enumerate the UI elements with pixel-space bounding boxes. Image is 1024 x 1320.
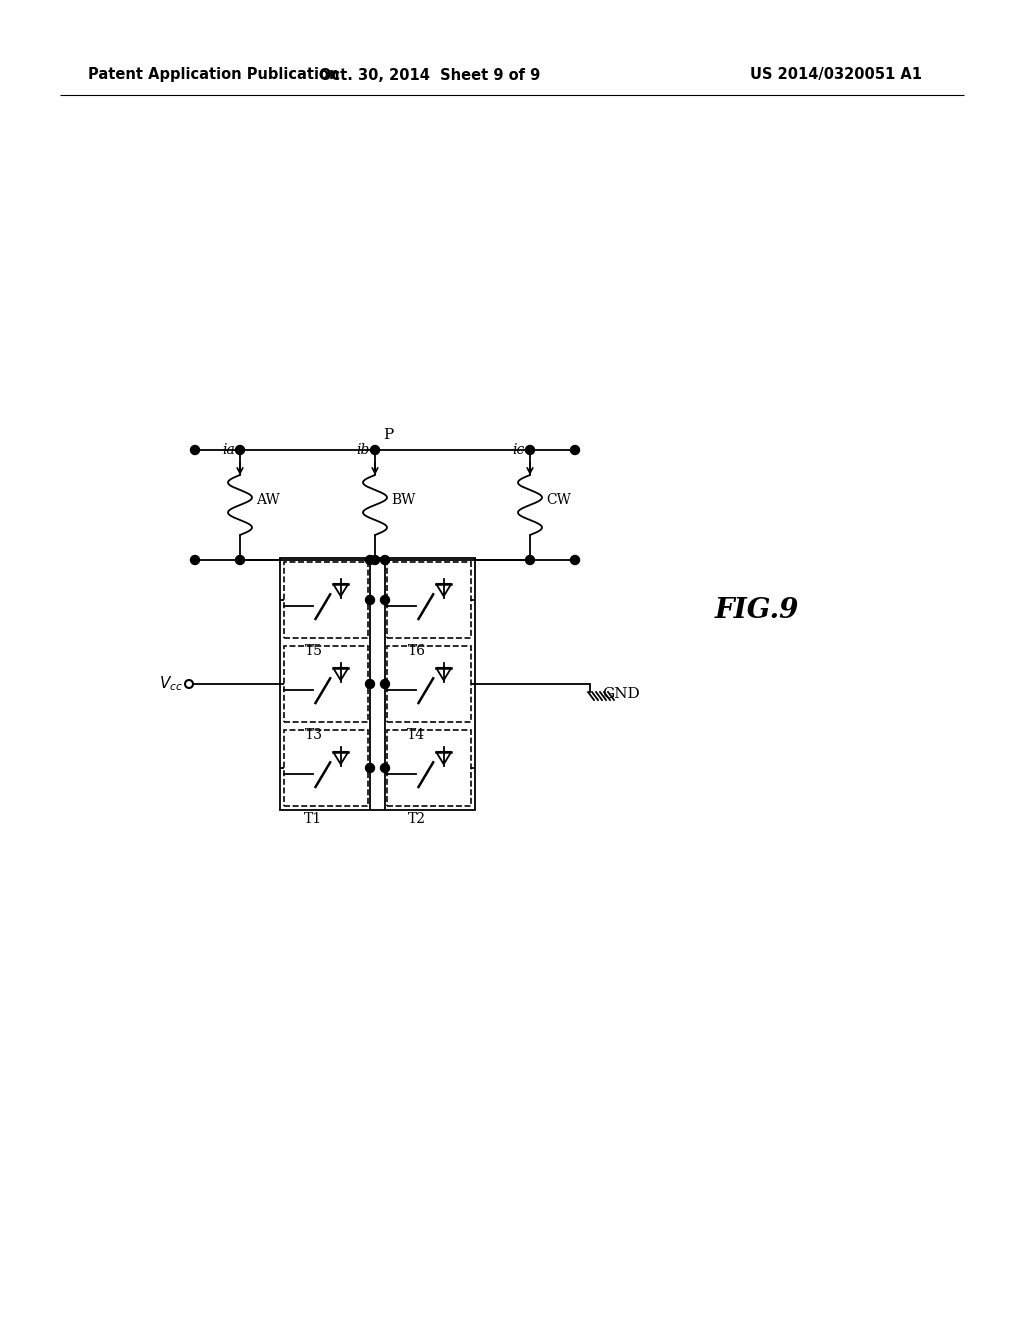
Circle shape [570,556,580,565]
Bar [284,645,368,722]
Circle shape [381,595,389,605]
Text: T5: T5 [304,644,323,657]
Text: Patent Application Publication: Patent Application Publication [88,67,340,82]
Circle shape [366,556,375,565]
Text: T6: T6 [408,644,425,657]
Circle shape [381,763,389,772]
Bar [280,558,475,810]
Text: Oct. 30, 2014  Sheet 9 of 9: Oct. 30, 2014 Sheet 9 of 9 [319,67,541,82]
Circle shape [366,680,375,689]
Text: FIG.9: FIG.9 [715,597,800,623]
Bar [387,645,471,722]
Bar [387,562,471,638]
Circle shape [190,556,200,565]
Bar [284,730,368,807]
Text: ic: ic [513,444,525,457]
Circle shape [570,446,580,454]
Bar [387,730,471,807]
Circle shape [190,446,200,454]
Text: CW: CW [546,492,570,507]
Circle shape [381,680,389,689]
Text: BW: BW [391,492,416,507]
Text: $V_{cc}$: $V_{cc}$ [159,675,183,693]
Circle shape [236,446,245,454]
Circle shape [381,556,389,565]
Text: T1: T1 [304,812,323,826]
Circle shape [525,556,535,565]
Text: T2: T2 [408,812,425,826]
Text: US 2014/0320051 A1: US 2014/0320051 A1 [750,67,922,82]
Circle shape [371,556,380,565]
Bar [284,562,368,638]
Text: AW: AW [256,492,280,507]
Text: GND: GND [602,686,640,701]
Circle shape [366,763,375,772]
Text: T4: T4 [408,729,425,742]
Circle shape [366,595,375,605]
Circle shape [236,556,245,565]
Text: P: P [383,428,393,442]
Text: ib: ib [356,444,370,457]
Circle shape [525,446,535,454]
Text: ia: ia [222,444,234,457]
Text: T3: T3 [304,729,323,742]
Circle shape [371,446,380,454]
